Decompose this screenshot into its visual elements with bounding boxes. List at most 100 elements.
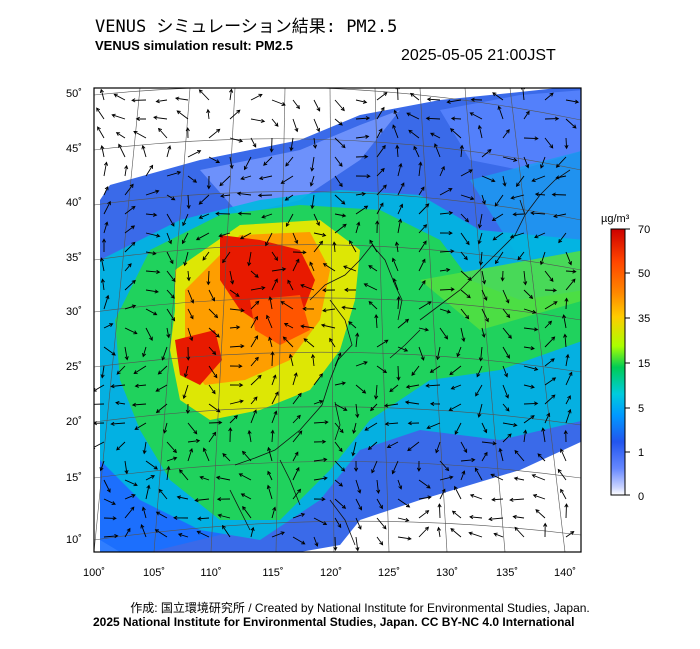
wind-arrow — [544, 92, 554, 101]
wind-arrow — [481, 441, 497, 446]
wind-arrow — [439, 267, 451, 273]
wind-arrow — [355, 384, 367, 394]
wind-arrow — [186, 194, 191, 210]
wind-arrow — [187, 289, 195, 304]
colorbar: µg/m³ 70 50 35 15 5 1 0 — [601, 213, 650, 503]
wind-arrow — [418, 346, 425, 361]
wind-arrow — [349, 239, 357, 253]
wind-arrow — [271, 267, 287, 272]
wind-arrow — [418, 280, 426, 291]
wind-arrow — [228, 427, 233, 443]
wind-arrow — [110, 384, 126, 389]
lon-label: 110˚ — [200, 567, 221, 579]
wind-arrow — [460, 270, 472, 281]
wind-arrow — [198, 194, 210, 205]
wind-arrow — [334, 422, 344, 434]
wind-arrow — [460, 441, 468, 454]
wind-arrow — [426, 422, 441, 430]
wind-arrow — [206, 270, 211, 286]
wind-arrow — [266, 484, 273, 500]
wind-arrow — [268, 336, 273, 348]
wind-arrow — [300, 284, 315, 291]
wind-arrow — [271, 278, 278, 291]
wind-arrow — [352, 422, 357, 435]
wind-arrow — [450, 116, 462, 121]
wind-arrow — [535, 509, 546, 519]
wind-arrow — [392, 277, 399, 291]
wind-arrow — [334, 194, 346, 205]
wind-arrow — [329, 337, 336, 348]
wind-arrow — [124, 164, 129, 177]
wind-arrow — [376, 92, 388, 101]
latitude-axis: 50˚ 45˚ 40˚ 35˚ 30˚ 25˚ 20˚ 15˚ 10˚ — [66, 88, 82, 546]
wind-arrow — [450, 384, 462, 390]
wind-arrow — [544, 377, 557, 386]
wind-arrow — [313, 213, 320, 227]
wind-arrow — [426, 97, 441, 102]
wind-arrow — [221, 524, 231, 538]
wind-arrow — [131, 98, 147, 103]
wind-arrow — [513, 476, 525, 481]
wind-arrow — [116, 441, 126, 451]
wind-arrow — [391, 460, 399, 475]
wind-arrow — [439, 308, 452, 314]
wind-arrow — [355, 154, 369, 159]
wind-arrow — [565, 531, 575, 538]
wind-arrow — [238, 473, 252, 481]
wind-arrow — [166, 289, 175, 299]
wind-arrow — [469, 112, 483, 120]
wind-arrow — [250, 137, 257, 148]
wind-arrow — [418, 224, 428, 234]
wind-arrow — [283, 323, 294, 329]
wind-arrow — [208, 156, 221, 163]
wind-arrow — [198, 213, 210, 219]
wind-arrow — [371, 460, 378, 474]
wind-arrow — [460, 251, 468, 261]
wind-arrow — [407, 441, 420, 452]
wind-arrow — [418, 203, 430, 215]
wind-arrow — [355, 403, 360, 419]
wind-arrow — [430, 132, 441, 139]
wind-arrow — [523, 415, 535, 424]
wind-arrow — [355, 134, 370, 139]
wind-arrow — [396, 365, 401, 381]
wind-arrow — [292, 430, 303, 443]
wind-arrow — [565, 269, 577, 274]
wind-arrow — [177, 533, 189, 538]
wind-arrow — [332, 241, 337, 253]
wind-arrow — [355, 536, 360, 552]
wind-arrow — [475, 384, 483, 397]
wind-arrow — [292, 250, 307, 255]
wind-arrow — [145, 460, 158, 470]
colorbar-tick: 15 — [638, 358, 650, 370]
wind-arrow — [364, 422, 378, 431]
wind-arrow — [409, 92, 420, 101]
wind-arrow — [250, 356, 259, 367]
wind-arrow — [474, 467, 483, 481]
wind-arrow — [250, 526, 255, 538]
wind-arrow — [514, 526, 525, 538]
wind-arrow — [229, 156, 234, 170]
wind-arrow — [250, 335, 259, 348]
wind-arrow — [229, 137, 244, 143]
wind-arrow — [208, 289, 216, 302]
wind-arrow — [292, 232, 299, 245]
wind-arrow — [199, 475, 210, 481]
wind-arrow — [370, 403, 378, 412]
wind-arrow — [494, 251, 504, 265]
wind-arrow — [124, 279, 136, 291]
wind-arrow — [355, 116, 371, 121]
wind-arrow — [285, 213, 294, 228]
wind-arrow — [229, 344, 245, 349]
wind-arrow — [300, 324, 315, 329]
colorbar-scale — [610, 228, 626, 496]
wind-arrow — [515, 175, 525, 187]
wind-arrow — [208, 327, 220, 338]
wind-arrow — [271, 506, 277, 519]
wind-arrow — [449, 365, 462, 376]
wind-arrow — [157, 127, 168, 139]
wind-arrow — [558, 232, 567, 244]
wind-arrow — [118, 143, 126, 158]
wind-arrow — [544, 336, 556, 348]
wind-arrow — [103, 323, 114, 329]
